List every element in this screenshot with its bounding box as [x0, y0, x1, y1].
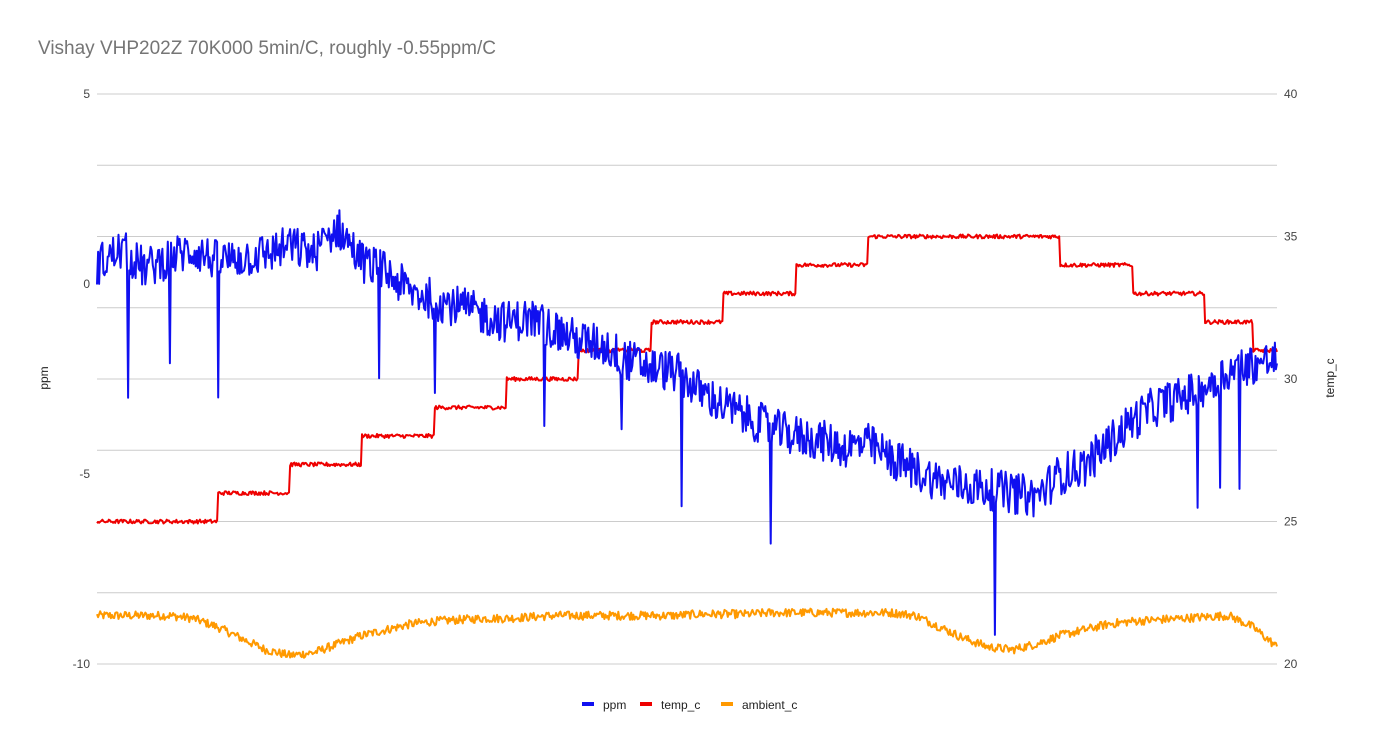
- right-tick-label: 30: [1284, 372, 1298, 386]
- series-line-temp-c: [96, 233, 1278, 525]
- legend: ppm temp_c ambient_c: [582, 698, 797, 712]
- left-tick-label: -10: [73, 657, 91, 671]
- series-line-ppm: [96, 209, 1278, 636]
- left-axis-ticks: 5 0 -5 -10: [73, 87, 91, 671]
- left-tick-label: 5: [83, 87, 90, 101]
- series-line-ambient-c: [96, 607, 1278, 659]
- legend-swatch-ambient-c: [721, 702, 733, 706]
- series-layer: [96, 209, 1278, 659]
- legend-swatch-temp-c: [640, 702, 652, 706]
- legend-label-temp-c: temp_c: [661, 698, 700, 712]
- legend-label-ambient-c: ambient_c: [742, 698, 797, 712]
- left-tick-label: -5: [79, 467, 90, 481]
- right-tick-label: 20: [1284, 657, 1298, 671]
- chart-title: Vishay VHP202Z 70K000 5min/C, roughly -0…: [38, 38, 497, 59]
- right-tick-label: 25: [1284, 515, 1298, 529]
- right-axis-ticks: 40 35 30 25 20: [1284, 87, 1298, 671]
- y2-axis-title: temp_c: [1323, 358, 1337, 397]
- legend-swatch-ppm: [582, 702, 594, 706]
- left-tick-label: 0: [83, 277, 90, 291]
- right-tick-label: 35: [1284, 230, 1298, 244]
- legend-label-ppm: ppm: [603, 698, 626, 712]
- right-tick-label: 40: [1284, 87, 1298, 101]
- y-axis-title: ppm: [37, 366, 51, 389]
